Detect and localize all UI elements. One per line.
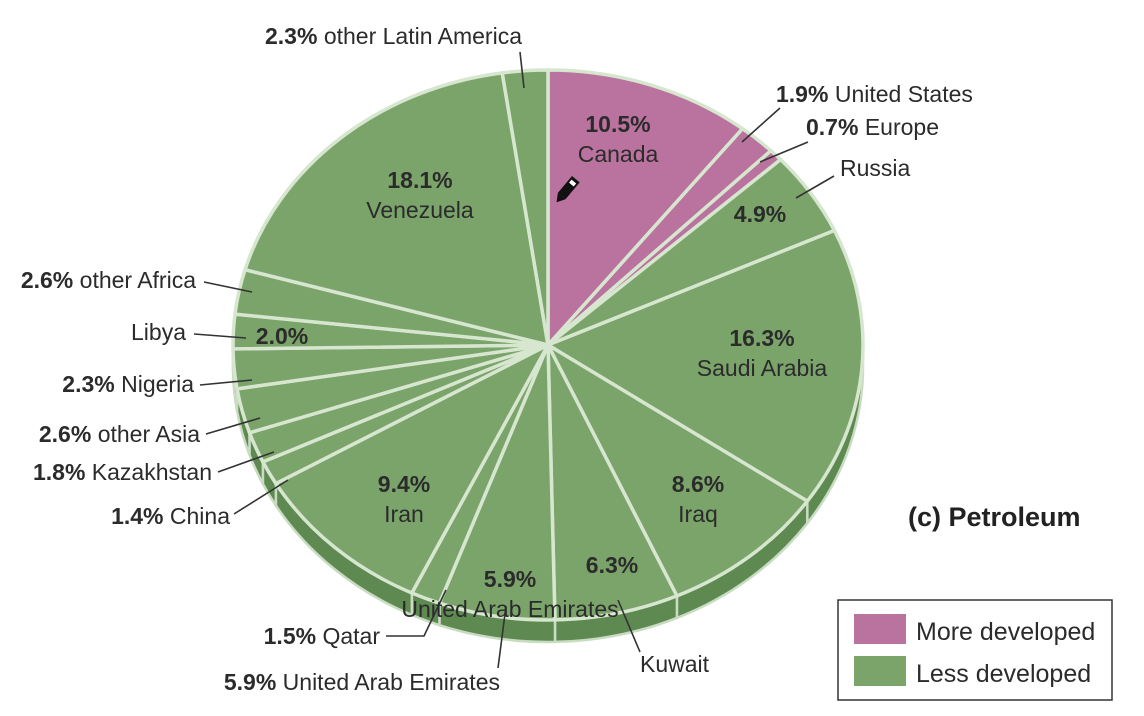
slice-label-qatar: 1.5% Qatar — [264, 623, 381, 649]
slice-label-iran-name: Iran — [384, 501, 424, 527]
slice-label-europe: 0.7% Europe — [806, 114, 939, 140]
slice-label-other-latin-america: 2.3% other Latin America — [265, 23, 522, 49]
slice-label-libya-pct: 2.0% — [256, 323, 308, 349]
leader-line-united-arab-emirates — [497, 605, 507, 669]
slice-label-venezuela-name: Venezuela — [366, 197, 474, 223]
pie-slice-saudi-arabia — [546, 228, 865, 503]
leader-line-nigeria — [199, 379, 253, 386]
slice-label-canada-pct: 10.5% — [585, 111, 650, 137]
pie-slice-iraq — [546, 343, 810, 598]
slice-labels: 10.5% Canada 1.9% United States 0.7% Europe… — [21, 23, 973, 695]
slice-label-iran-pct: 9.4% — [378, 471, 430, 497]
slice-label-iraq-name: Iraq — [678, 501, 718, 527]
slice-label-saudi-arabia-pct: 16.3% — [729, 325, 794, 351]
legend-swatch-more-developed — [854, 614, 906, 644]
leader-line-europe — [759, 141, 809, 163]
leader-line-russia — [795, 175, 835, 199]
slice-label-canada-name: Canada — [578, 141, 659, 167]
slice-label-nigeria: 2.3% Nigeria — [62, 371, 194, 397]
slice-label-china: 1.4% China — [111, 503, 230, 529]
slice-label-united-arab-emirates-pct: 5.9% — [484, 566, 536, 592]
leader-line-other-asia — [205, 417, 261, 435]
slice-label-other-africa: 2.6% other Africa — [21, 267, 196, 293]
pie-top-layer — [231, 68, 865, 622]
leader-line-united-states — [741, 107, 781, 143]
leader-line-kuwait — [617, 599, 641, 653]
leader-line-other-latin-america — [519, 51, 525, 89]
pie-slice-iran — [274, 343, 550, 595]
slice-label-united-arab-emirates-name: United Arab Emirates — [401, 596, 618, 622]
leader-line-qatar — [386, 589, 447, 637]
slice-label-kuwait: Kuwait — [640, 651, 710, 677]
slice-label-united-states: 1.9% United States — [776, 81, 973, 107]
legend: More developed Less developed — [837, 599, 1113, 701]
pencil-cursor-icon — [556, 176, 580, 203]
pie-slice-canada — [546, 68, 745, 347]
slice-label-venezuela-pct: 18.1% — [387, 167, 452, 193]
slice-label-libya: Libya — [131, 319, 186, 345]
slice-label-kuwait-pct: 6.3% — [586, 552, 638, 578]
leader-lines — [193, 51, 835, 669]
slice-label-saudi-arabia-name: Saudi Arabia — [697, 355, 828, 381]
leader-line-other-africa — [203, 281, 253, 293]
slice-label-other-asia: 2.6% other Asia — [39, 421, 200, 447]
slice-label-iraq-pct: 8.6% — [672, 471, 724, 497]
slice-label-united-arab-emirates: 5.9% United Arab Emirates — [224, 669, 500, 695]
chart-title: (c) Petroleum — [908, 502, 1081, 532]
legend-swatch-less-developed — [854, 656, 906, 686]
leader-line-china — [233, 479, 289, 515]
slice-label-kazakhstan: 1.8% Kazakhstan — [33, 459, 212, 485]
leader-line-kazakhstan — [217, 451, 275, 473]
legend-label-more-developed: More developed — [916, 618, 1095, 646]
slice-label-russia: Russia — [840, 155, 911, 181]
pie-slice-other-latin-america — [500, 68, 550, 347]
legend-label-less-developed: Less developed — [916, 660, 1091, 688]
pie-slice-venezuela — [243, 71, 550, 347]
pie-slice-kuwait — [546, 343, 679, 622]
slice-label-russia-pct: 4.9% — [734, 201, 786, 227]
leader-line-libya — [193, 333, 247, 339]
